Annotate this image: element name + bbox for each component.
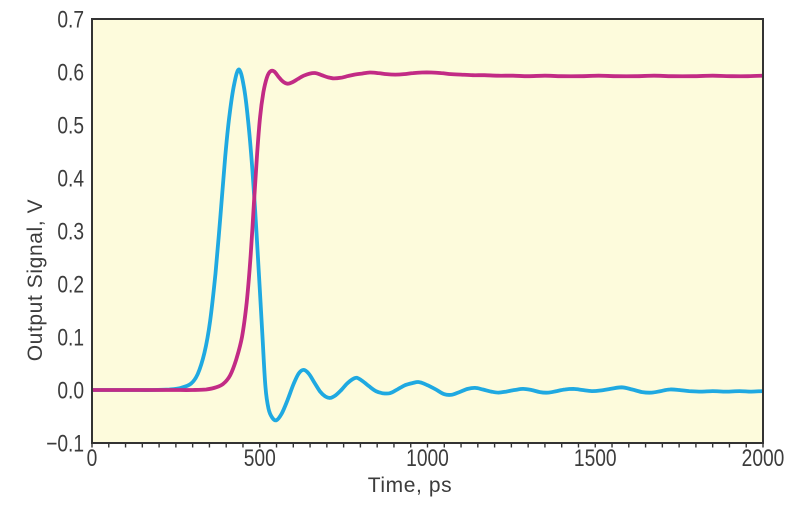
series-line-cyan-pulse-response [92, 67, 763, 423]
series-line-magenta-step-response [92, 68, 763, 392]
x-tick-label-0: 0 [87, 444, 98, 472]
y-tick-label-0.5: 0.5 [57, 111, 84, 139]
plot-border [91, 18, 764, 444]
plot-background [92, 19, 763, 443]
x-tick-label-500: 500 [244, 444, 276, 472]
y-axis-title: Output Signal, V [24, 198, 47, 362]
y-tick-label-0.0: 0.0 [57, 376, 84, 404]
y-tick-label-−0.1: −0.1 [46, 429, 84, 457]
x-tick-label-2000: 2000 [742, 444, 785, 472]
x-tick-label-1500: 1500 [574, 444, 617, 472]
x-tick-label-1000: 1000 [406, 444, 449, 472]
y-tick-label-0.4: 0.4 [57, 164, 84, 192]
y-tick-label-0.7: 0.7 [57, 5, 84, 33]
y-tick-label-0.6: 0.6 [57, 58, 84, 86]
y-tick-label-0.2: 0.2 [57, 270, 84, 298]
y-tick-label-0.1: 0.1 [57, 323, 84, 351]
x-axis-title: Time, ps [367, 474, 453, 497]
y-tick-label-0.3: 0.3 [57, 217, 84, 245]
